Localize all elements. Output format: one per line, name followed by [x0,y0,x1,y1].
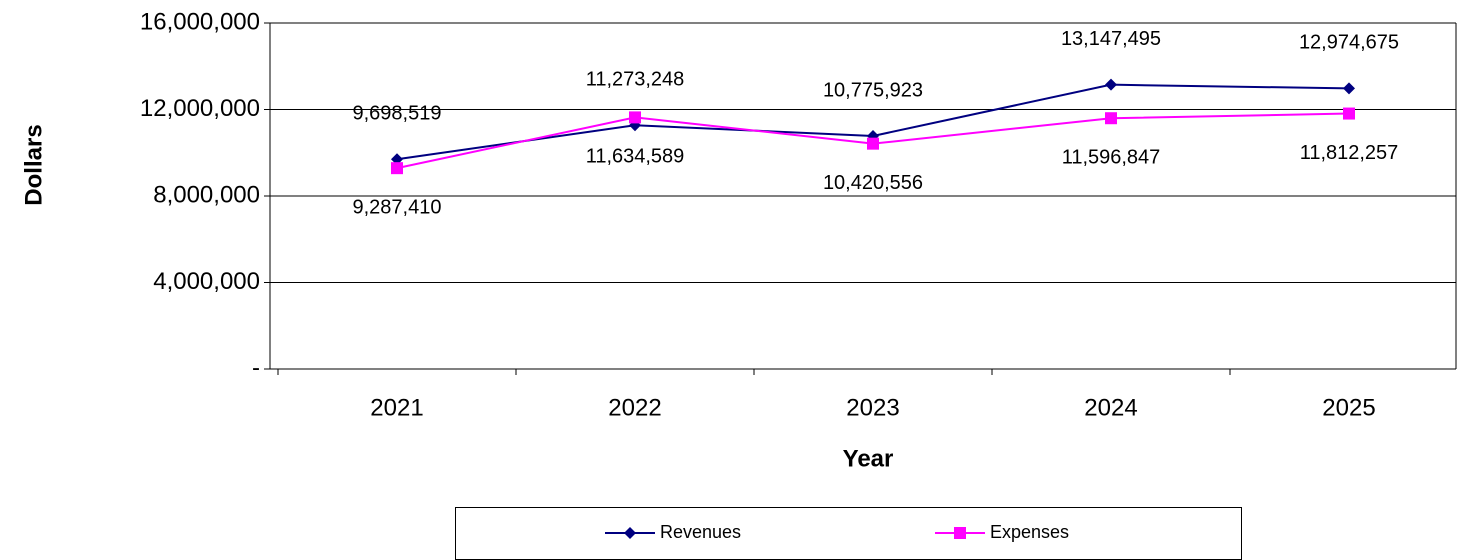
x-tick-label: 2022 [608,394,661,421]
data-label: 11,596,847 [1062,146,1161,168]
legend-box [455,507,1242,560]
x-tick-label: 2021 [370,394,423,421]
x-tick-label: 2024 [1084,394,1137,421]
x-axis-title: Year [843,445,894,472]
data-label: 12,974,675 [1299,32,1399,54]
point-marker [624,527,636,539]
data-label: 9,287,410 [353,196,442,218]
x-tick-label: 2023 [846,394,899,421]
legend-label: Revenues [660,522,741,542]
point-marker [954,527,966,539]
point-marker [867,137,879,150]
legend-label: Expenses [990,522,1069,542]
data-label: 11,273,248 [586,68,685,90]
data-label: 9,698,519 [353,103,442,125]
x-tick-label: 2025 [1322,394,1375,421]
y-tick-label: 12,000,000 [140,95,260,122]
y-tick-label: 8,000,000 [153,181,260,208]
point-marker [391,162,403,175]
point-marker [1105,78,1117,91]
data-label: 11,634,589 [586,146,685,168]
data-label: 10,420,556 [823,172,923,194]
point-marker [1105,112,1117,125]
point-marker [1343,82,1355,95]
data-label: 13,147,495 [1061,28,1161,50]
point-marker [629,111,641,124]
y-tick-label: 16,000,000 [140,8,260,35]
y-tick-label: - [252,354,260,381]
data-label: 11,812,257 [1300,142,1399,164]
point-marker [1343,107,1355,120]
y-tick-label: 4,000,000 [153,268,260,295]
y-axis-title: Dollars [20,124,47,205]
data-label: 10,775,923 [823,79,923,101]
